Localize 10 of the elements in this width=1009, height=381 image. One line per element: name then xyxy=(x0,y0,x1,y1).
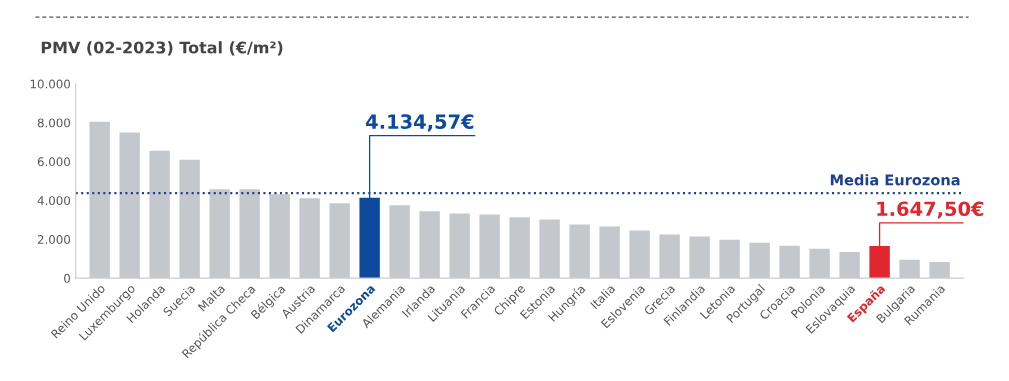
data-label: 1.647,50€ xyxy=(877,201,984,219)
y-tick-label: 4.000 xyxy=(37,196,71,206)
y-tick-label: 8.000 xyxy=(37,118,71,128)
data-label: 4.134,57€ xyxy=(366,114,474,132)
chart-title: PMV (02-2023) Total (€/m²) xyxy=(41,41,283,56)
y-tick-label: 2.000 xyxy=(37,234,71,244)
ref-line-label: Media Eurozona xyxy=(830,174,960,186)
y-tick-label: 6.000 xyxy=(37,157,71,167)
y-tick-label: 0 xyxy=(64,273,71,283)
y-tick-label: 10.000 xyxy=(30,79,71,89)
